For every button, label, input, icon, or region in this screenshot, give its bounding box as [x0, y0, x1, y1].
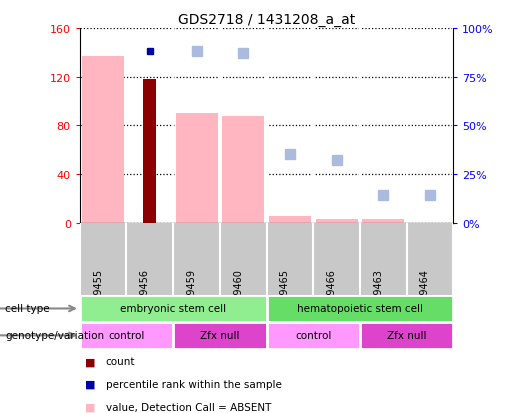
Bar	[173, 322, 267, 349]
Bar	[362, 219, 404, 223]
Text: value, Detection Call = ABSENT: value, Detection Call = ABSENT	[106, 402, 271, 412]
Text: count: count	[106, 356, 135, 366]
Bar	[360, 322, 453, 349]
Text: hematopoietic stem cell: hematopoietic stem cell	[297, 304, 423, 314]
Bar	[316, 219, 357, 223]
Bar	[82, 57, 124, 223]
Title: GDS2718 / 1431208_a_at: GDS2718 / 1431208_a_at	[178, 12, 355, 26]
Text: ■: ■	[85, 356, 95, 366]
Text: ■: ■	[85, 379, 95, 389]
Bar	[176, 114, 217, 223]
Bar	[143, 80, 156, 223]
Bar	[269, 217, 311, 223]
Text: control: control	[108, 330, 145, 341]
Text: Zfx null: Zfx null	[200, 330, 239, 341]
Text: control: control	[295, 330, 331, 341]
Bar	[267, 295, 453, 322]
Text: genotype/variation: genotype/variation	[5, 330, 104, 341]
Text: ■: ■	[85, 402, 95, 412]
Text: Zfx null: Zfx null	[387, 330, 426, 341]
Bar	[222, 116, 264, 223]
Bar	[80, 322, 173, 349]
Text: percentile rank within the sample: percentile rank within the sample	[106, 379, 282, 389]
Text: embryonic stem cell: embryonic stem cell	[120, 304, 226, 314]
Bar	[80, 295, 267, 322]
Text: cell type: cell type	[5, 304, 50, 314]
Bar	[267, 322, 360, 349]
